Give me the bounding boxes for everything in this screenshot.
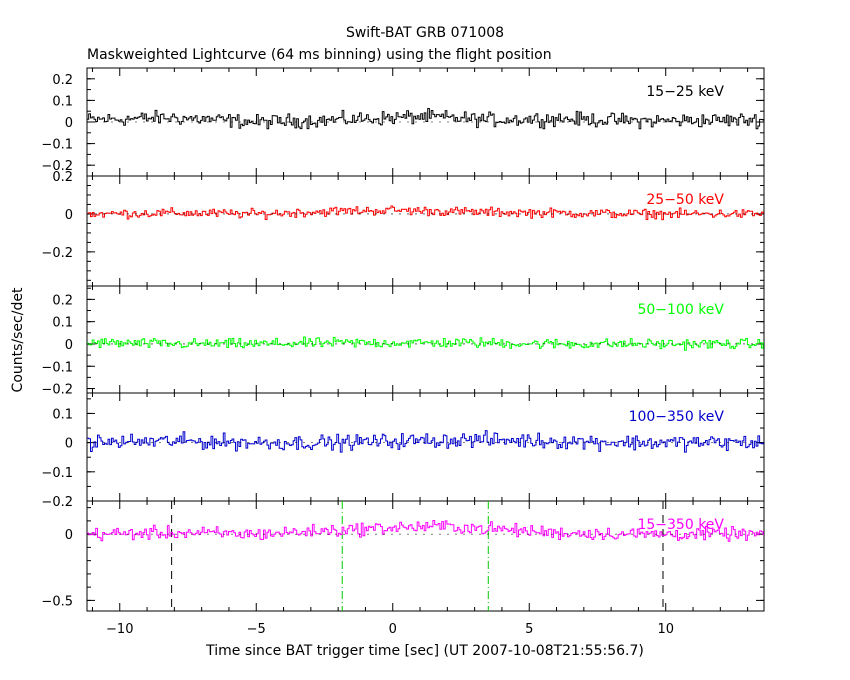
panel-2: −0.2 −0.1 0 0.1 0.2 50−100 keV — [41, 285, 765, 398]
chart-title: Swift-BAT GRB 071008 — [346, 25, 504, 41]
panel-4: −0.5 0 15−350 keV — [41, 500, 765, 612]
panel-0: −0.2 −0.1 0 0.1 0.2 15−25 keV — [41, 67, 765, 177]
y-tick-label: −0.1 — [41, 138, 73, 153]
y-tick-label: 0.1 — [52, 316, 73, 331]
series-label: 25−50 keV — [646, 192, 724, 208]
series-line — [87, 430, 764, 453]
y-tick-label: −0.2 — [41, 383, 73, 398]
x-tick-label: −10 — [106, 622, 133, 637]
series-line — [87, 520, 764, 542]
y-tick-label: 0 — [65, 338, 73, 353]
x-tick-label: 5 — [525, 622, 533, 637]
y-tick-label: −0.2 — [41, 246, 73, 261]
series-label: 15−25 keV — [646, 84, 724, 100]
series-label: 50−100 keV — [637, 302, 724, 318]
y-tick-label: 0.1 — [52, 407, 73, 422]
panel-1: −0.2 0 0.2 25−50 keV — [41, 170, 765, 287]
y-tick-label: −0.5 — [41, 594, 73, 609]
x-axis-label: Time since BAT trigger time [sec] (UT 20… — [205, 643, 644, 659]
chart-subtitle: Maskweighted Lightcurve (64 ms binning) … — [87, 47, 552, 63]
series-label: 15−350 keV — [637, 517, 724, 533]
panel-3: −0.2 −0.1 0 0.1 100−350 keV — [41, 392, 765, 510]
series-line — [87, 336, 764, 351]
y-tick-label: −0.2 — [41, 159, 73, 174]
y-tick-label: 0 — [65, 208, 73, 223]
y-tick-label: 0 — [65, 437, 73, 452]
panel-frame — [86, 500, 765, 612]
y-tick-label: 0.1 — [52, 94, 73, 109]
y-tick-label: 0.2 — [52, 170, 73, 185]
x-tick-label: 10 — [657, 622, 674, 637]
y-tick-label: −0.1 — [41, 466, 73, 481]
series-line — [87, 108, 764, 130]
y-tick-label: −0.2 — [41, 495, 73, 510]
series-line — [87, 205, 764, 221]
x-tick-label: −5 — [247, 622, 266, 637]
x-tick-label: 0 — [389, 622, 397, 637]
y-tick-label: 0 — [65, 528, 73, 543]
y-axis-label: Counts/sec/det — [10, 287, 26, 392]
y-tick-label: 0 — [65, 116, 73, 131]
y-tick-label: −0.1 — [41, 360, 73, 375]
y-tick-label: 0.2 — [52, 293, 73, 308]
y-tick-label: 0.2 — [52, 73, 73, 88]
series-label: 100−350 keV — [629, 409, 725, 425]
